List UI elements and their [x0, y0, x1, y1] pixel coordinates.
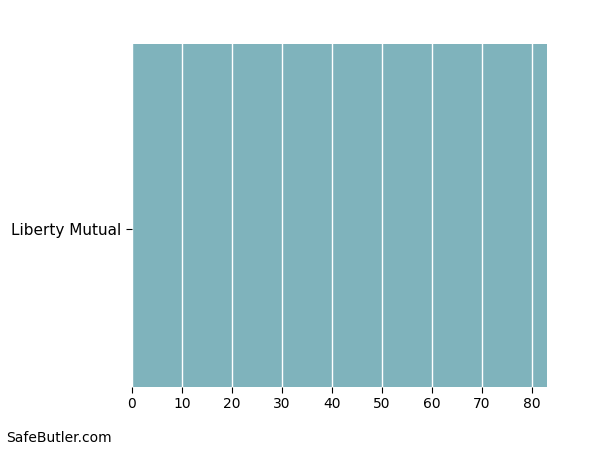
Text: SafeButler.com: SafeButler.com: [6, 432, 112, 446]
